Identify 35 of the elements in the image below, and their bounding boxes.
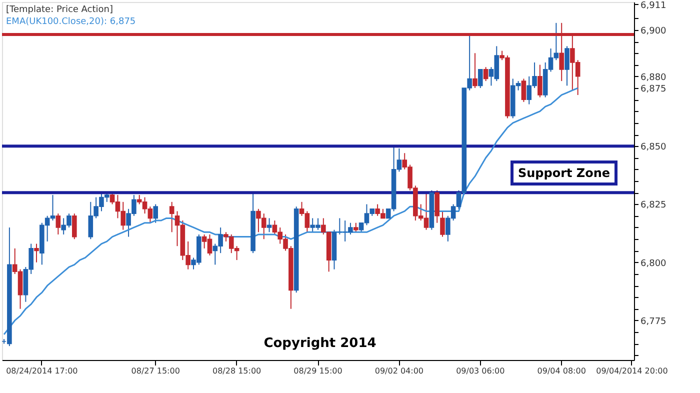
candlestick bbox=[56, 213, 61, 235]
y-tick-label: 6,800 bbox=[640, 258, 667, 269]
y-tick-label: 6,775 bbox=[640, 316, 666, 327]
text: EMA(UK100.Close,20): 6,875 bbox=[6, 17, 136, 27]
y-tick-label: 6,875 bbox=[640, 84, 666, 95]
x-tick-label: 08/27 15:00 bbox=[131, 366, 180, 376]
candlestick bbox=[521, 78, 526, 102]
y-tick-label: 6,825 bbox=[640, 200, 666, 211]
candlestick bbox=[353, 222, 358, 233]
y-tick-label: 6,880 bbox=[640, 72, 667, 83]
annotation: Copyright 2014 bbox=[264, 336, 376, 351]
candlestick bbox=[472, 52, 478, 89]
annotation: [Template: Price Action] bbox=[6, 5, 113, 15]
candlestick bbox=[564, 46, 570, 86]
candlestick bbox=[169, 201, 174, 233]
x-tick-label: 09/04 08:00 bbox=[537, 366, 586, 376]
x-tick-label: 08/29 15:00 bbox=[294, 366, 342, 376]
candlestick bbox=[434, 190, 440, 224]
x-tick-label: 09/02 04:00 bbox=[374, 366, 424, 376]
x-tick-label: 08/28 15:00 bbox=[212, 366, 262, 376]
candlestick bbox=[72, 213, 77, 240]
candlestick bbox=[538, 64, 542, 98]
candlestick bbox=[153, 204, 158, 224]
candlestick bbox=[478, 68, 483, 89]
candlestick bbox=[483, 66, 488, 82]
y-tick-label: 6,911 bbox=[640, 0, 666, 11]
y-tick-label: 6,850 bbox=[640, 142, 667, 153]
candlestick bbox=[440, 210, 445, 238]
x-tick-label: 08/24/2014 17:00 bbox=[6, 366, 78, 376]
x-tick-label: 09/03 06:00 bbox=[456, 366, 505, 376]
candlestick bbox=[266, 218, 272, 233]
x-tick-label: 09/04/2014 20:00 bbox=[596, 366, 668, 376]
candlestick bbox=[34, 243, 39, 263]
annotation: Support Zone bbox=[518, 166, 610, 180]
y-tick-label: 6,900 bbox=[640, 26, 667, 36]
